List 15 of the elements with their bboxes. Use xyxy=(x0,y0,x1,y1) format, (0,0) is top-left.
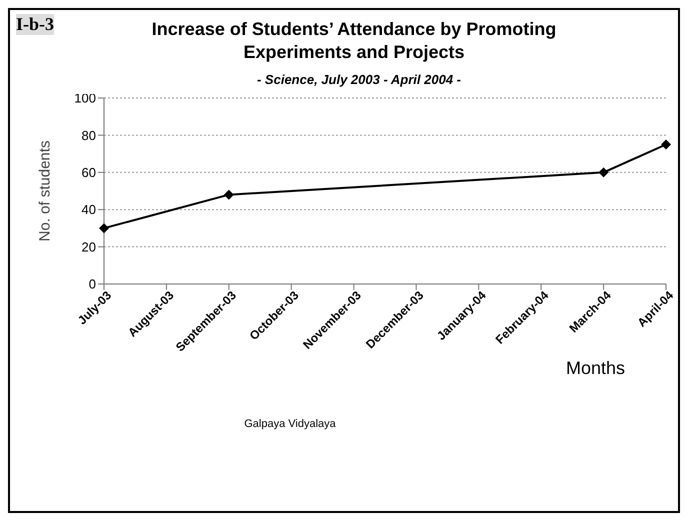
y-axis-title: No. of students xyxy=(36,140,54,242)
y-tick-label: 40 xyxy=(82,202,96,218)
text: I-b-3 xyxy=(16,14,54,35)
y-tick-label: 60 xyxy=(82,165,96,180)
text: Galpaya Vidyalaya xyxy=(243,418,337,430)
point xyxy=(99,223,109,234)
chart-subtitle: - Science, July 2003 - April 2004 - xyxy=(256,72,462,87)
y-tick-label: 0 xyxy=(88,276,96,292)
y-tick-label: 80 xyxy=(82,128,96,143)
point xyxy=(598,167,609,178)
y-tick-label: 20 xyxy=(82,239,96,254)
x-axis-title: Months xyxy=(566,358,626,379)
point xyxy=(661,140,671,150)
point xyxy=(224,190,234,200)
chart-title: Increase of Students’ Attendance by Promoting Experiments and Projects xyxy=(150,18,558,64)
